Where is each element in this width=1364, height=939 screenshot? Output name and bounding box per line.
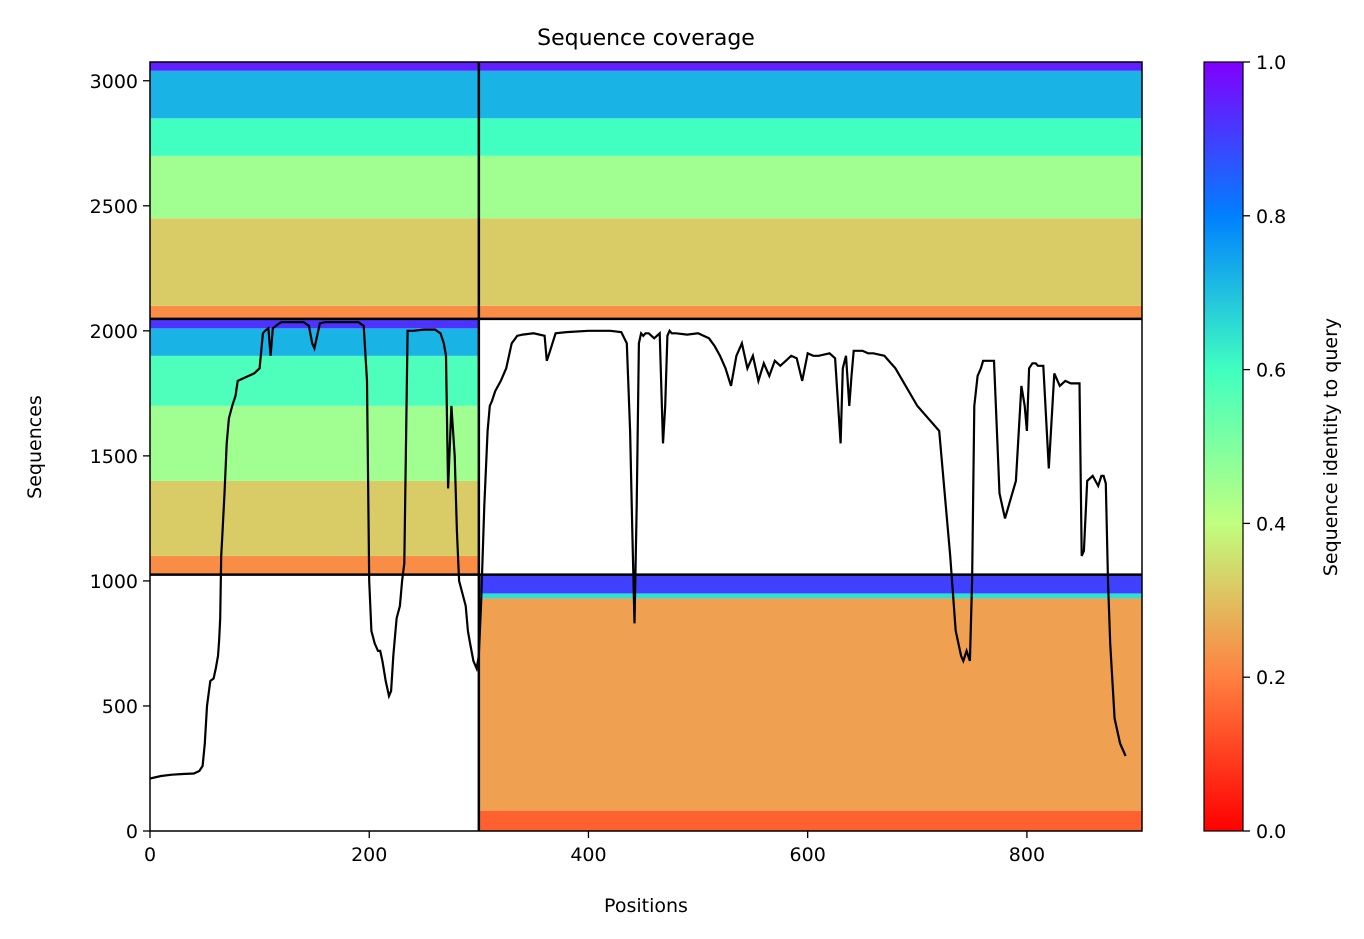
x-tick-label: 200	[351, 844, 387, 866]
colorbar-tick-label: 1.0	[1256, 52, 1286, 74]
x-tick-label: 600	[790, 844, 826, 866]
plot-frame	[149, 61, 1143, 832]
block-3-band-1	[150, 555, 479, 575]
block-2-band-1	[478, 305, 1142, 319]
y-tick-label: 2500	[90, 196, 138, 218]
colorbar-tick-label: 0.4	[1256, 513, 1286, 535]
block-1-band-6	[150, 62, 479, 71]
block-1	[150, 62, 479, 319]
x-tick-label: 400	[570, 844, 606, 866]
block-3	[150, 318, 479, 575]
colorbar-tick-label: 0.8	[1256, 206, 1286, 228]
block-3-band-4	[150, 355, 479, 406]
block-2-band-5	[478, 70, 1142, 119]
block-1-band-5	[150, 70, 479, 119]
block-4-band-4	[478, 574, 1142, 594]
block-3-band-2	[150, 480, 479, 556]
colorbar-ticks: 0.0 0.2 0.4 0.6 0.8 1.0	[1243, 52, 1286, 843]
y-tick-label: 1500	[90, 446, 138, 468]
colorbar-tick-label: 0.6	[1256, 360, 1286, 382]
coverage-line	[150, 321, 1127, 780]
block-3-band-3	[150, 405, 479, 481]
y-tick-label: 500	[102, 696, 138, 718]
heatmap	[150, 62, 1142, 831]
block-1-band-2	[150, 218, 479, 306]
block-2-band-6	[478, 62, 1142, 71]
x-axis: 0 200 400 600 800	[144, 831, 1045, 866]
block-2-band-3	[478, 155, 1142, 219]
x-tick-label: 0	[144, 844, 156, 866]
y-tick-label: 2000	[90, 321, 138, 343]
block-4-band-1	[478, 810, 1142, 831]
y-tick-label: 0	[126, 821, 138, 843]
block-4	[478, 574, 1142, 831]
chart-title: Sequence coverage	[537, 26, 755, 51]
block-2-band-2	[478, 218, 1142, 306]
block-1-band-4	[150, 118, 479, 156]
y-tick-label: 1000	[90, 571, 138, 593]
x-tick-label: 800	[1009, 844, 1045, 866]
colorbar-tick-label: 0.2	[1256, 667, 1286, 689]
colorbar-tick-label: 0.0	[1256, 821, 1286, 843]
y-axis-label: Sequences	[24, 395, 46, 499]
block-1-band-3	[150, 155, 479, 219]
colorbar-label: Sequence identity to query	[1320, 318, 1342, 576]
block-4-band-3	[478, 593, 1142, 599]
block-2	[478, 62, 1142, 319]
block-dividers	[150, 62, 1142, 831]
block-3-band-6	[150, 318, 479, 329]
x-axis-label: Positions	[604, 895, 688, 917]
y-axis: 0 500 1000 1500 2000 2500 3000	[90, 71, 150, 843]
block-2-band-4	[478, 118, 1142, 156]
block-1-band-1	[150, 305, 479, 319]
block-4-band-2	[478, 598, 1142, 811]
colorbar	[1203, 61, 1244, 832]
y-tick-label: 3000	[90, 71, 138, 93]
block-3-band-5	[150, 328, 479, 356]
